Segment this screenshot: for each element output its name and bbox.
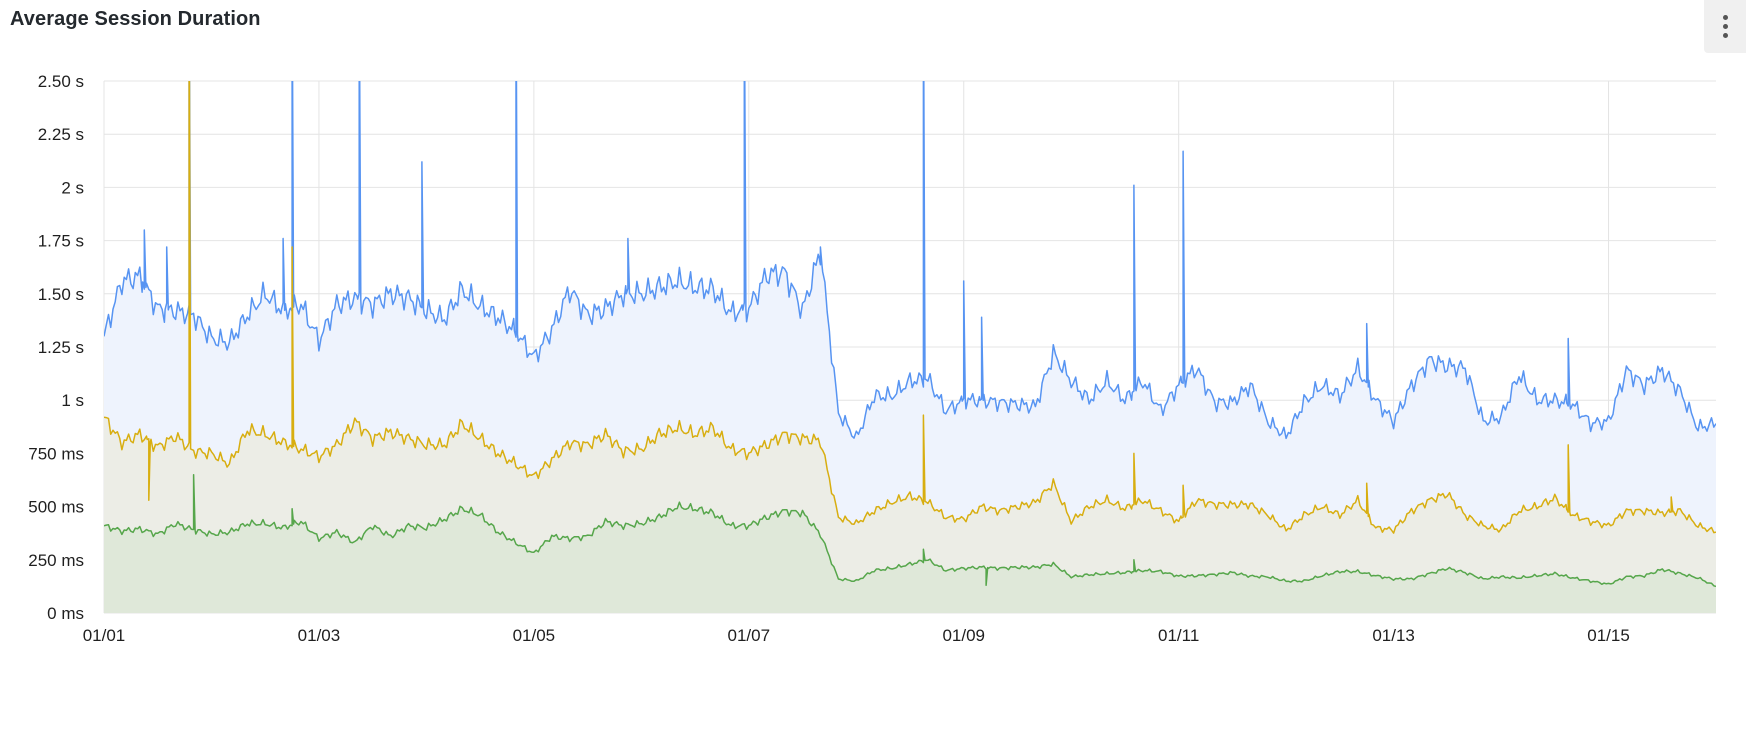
y-tick-label: 1.25 s [38,338,84,357]
x-tick-label: 01/01 [83,626,126,645]
y-axis: 0 ms 250 ms 500 ms 750 ms 1 s 1.25 s 1.50 s 1.7… [28,72,84,623]
series-area-3 [104,474,1716,613]
y-tick-label: 1.50 s [38,285,84,304]
series-lines [104,81,1716,588]
y-tick-label: 2.25 s [38,125,84,144]
x-tick-label: 01/09 [942,626,985,645]
panel-title: Average Session Duration [10,8,261,30]
series-line-1 [104,81,1716,440]
x-tick-label: 01/11 [1158,626,1199,645]
series-area-2 [104,81,1716,613]
x-tick-label: 01/13 [1372,626,1415,645]
series-line-2 [104,81,1716,534]
panel-menu-button[interactable] [1704,0,1746,53]
y-tick-label: 250 ms [28,551,84,570]
y-tick-label: 2 s [61,178,84,197]
y-tick-label: 1.75 s [38,232,84,251]
y-tick-label: 500 ms [28,498,84,517]
x-tick-label: 01/15 [1587,626,1630,645]
series-line-3 [104,473,1716,588]
y-tick-label: 1 s [61,391,84,410]
y-tick-label: 750 ms [28,444,84,463]
x-axis: 01/01 01/03 01/05 01/07 01/09 01/11 01/13 01/15 [83,626,1630,645]
series-areas [104,81,1716,613]
x-tick-label: 01/03 [298,626,341,645]
y-tick-label: 0 ms [47,604,84,623]
y-tick-label: 2.50 s [38,72,84,91]
x-tick-label: 01/07 [728,626,771,645]
x-tick-label: 01/05 [513,626,556,645]
